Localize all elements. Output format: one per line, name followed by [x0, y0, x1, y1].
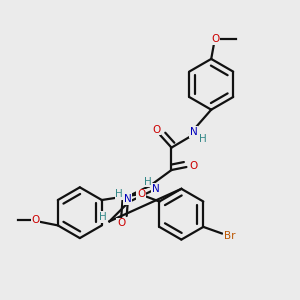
Text: O: O — [137, 189, 145, 199]
Text: O: O — [212, 34, 220, 44]
Text: O: O — [152, 125, 161, 135]
Text: O: O — [32, 215, 40, 225]
Text: H: H — [144, 177, 152, 187]
Text: H: H — [199, 134, 207, 144]
Text: O: O — [189, 160, 197, 170]
Text: Br: Br — [224, 231, 235, 241]
Text: H: H — [116, 189, 123, 199]
Text: H: H — [99, 212, 107, 222]
Text: N: N — [190, 127, 198, 137]
Text: N: N — [152, 184, 160, 194]
Text: N: N — [124, 194, 132, 204]
Text: O: O — [117, 218, 125, 229]
